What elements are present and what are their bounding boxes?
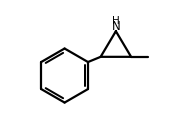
Text: H: H: [112, 16, 120, 26]
Text: N: N: [111, 20, 120, 33]
